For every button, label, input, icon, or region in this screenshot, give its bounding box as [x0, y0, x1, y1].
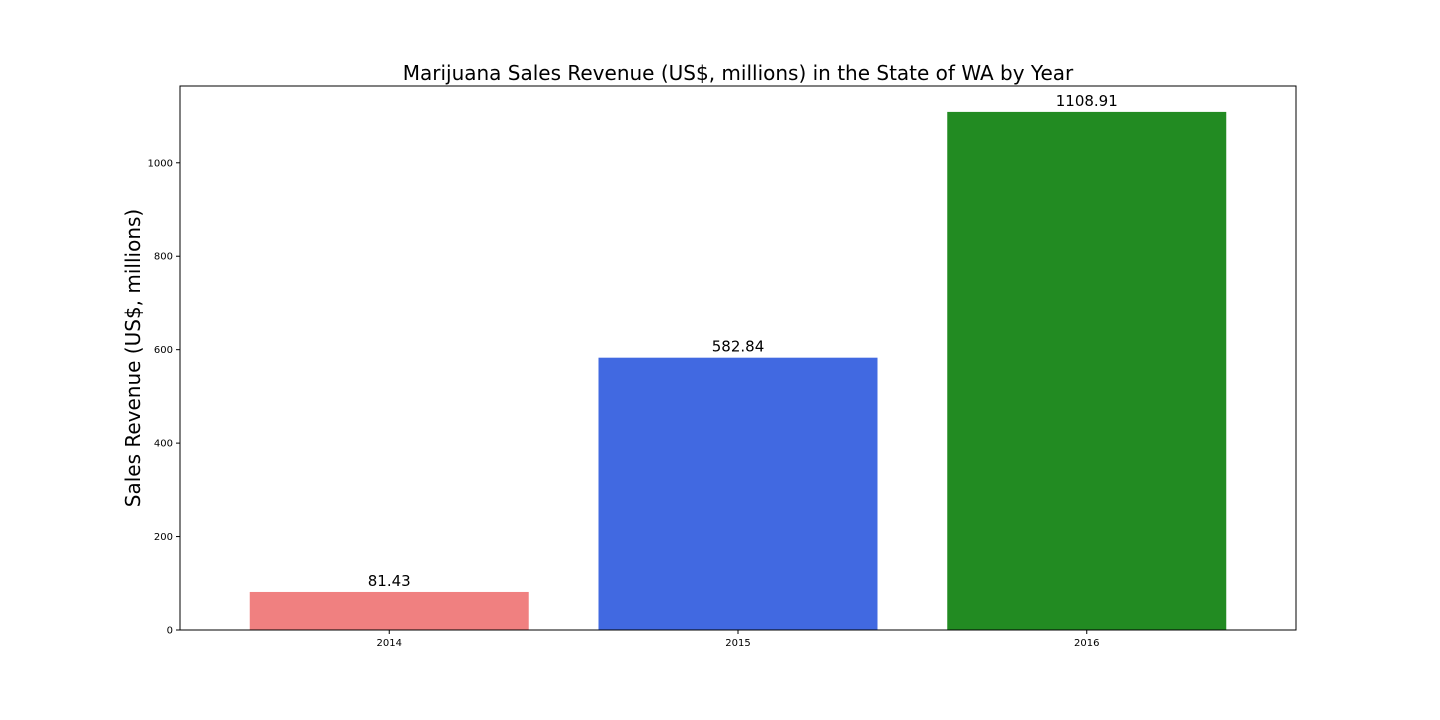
y-tick-label-200: 200 — [154, 532, 173, 543]
x-tick-label-2014: 2014 — [377, 638, 402, 649]
y-tick-label-400: 400 — [154, 439, 173, 450]
data-label-2014: 81.43 — [368, 572, 411, 590]
x-tick-label-2016: 2016 — [1074, 638, 1099, 649]
bar-2014 — [249, 591, 529, 630]
y-tick-label-600: 600 — [154, 345, 173, 356]
y-axis-label: Sales Revenue (US$, millions) — [121, 209, 145, 507]
data-label-2015: 582.84 — [712, 338, 765, 356]
y-tick-label-1000: 1000 — [148, 158, 173, 169]
bar-2015 — [598, 357, 878, 630]
plot-frame — [179, 85, 1297, 631]
data-label-2016: 1108.91 — [1056, 92, 1118, 110]
data-labels-layer: 81.43 582.84 1108.91 — [368, 92, 1118, 590]
x-ticks-layer: 2014 2015 2016 — [377, 630, 1099, 649]
y-tick-label-800: 800 — [154, 252, 173, 263]
y-tick-label-0: 0 — [167, 626, 173, 637]
bars-layer — [249, 111, 1227, 631]
bar-2016 — [947, 111, 1227, 631]
x-tick-label-2015: 2015 — [725, 638, 750, 649]
y-ticks-layer: 0 200 400 600 800 1000 — [148, 158, 180, 637]
chart-title: Marijuana Sales Revenue (US$, millions) … — [403, 61, 1074, 85]
